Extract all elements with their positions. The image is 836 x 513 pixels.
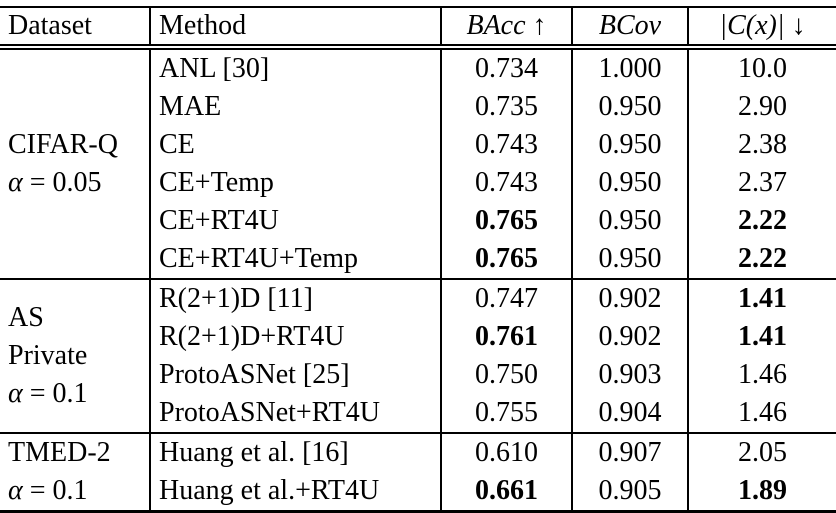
bcov-label: BCov [598,10,662,41]
bcov-cell: 0.902 [572,318,689,356]
dataset-name: Private [8,340,88,371]
up-arrow-icon: ↑ [532,10,547,41]
cx-cell: 2.22 [738,243,787,274]
alpha-symbol: α [8,475,23,506]
cx-cell: 2.38 [738,129,787,160]
bcov-cell: 0.950 [572,202,689,240]
bacc-cell: 0.743 [441,126,573,164]
bacc-cell: 0.735 [441,88,573,126]
col-header-bacc: BAcc ↑ [441,7,573,50]
alpha-value: = 0.1 [29,475,88,506]
dataset-group-cifar-q: CIFAR-Q α = 0.05 [0,47,151,279]
dataset-name: AS [8,302,44,333]
cx-label: |C(x)| [719,10,785,41]
method-cell: R(2+1)D [11] [150,278,442,318]
alpha-line: α = 0.1 [8,375,148,413]
bcov-cell: 0.950 [572,240,689,279]
dataset-group-tmed-2: TMED-2 α = 0.1 [0,432,151,512]
alpha-line: α = 0.1 [8,472,148,510]
method-cell: Huang et al.+RT4U [150,472,442,512]
method-cell: ProtoASNet+RT4U [150,394,442,433]
bacc-cell: 0.761 [441,318,573,356]
bacc-cell: 0.765 [441,240,573,279]
bacc-cell: 0.750 [441,356,573,394]
method-cell: CE+RT4U [150,202,442,240]
bacc-cell: 0.765 [441,202,573,240]
cx-cell: 2.37 [738,167,787,198]
bcov-cell: 0.902 [572,278,689,318]
table-row: MAE 0.735 0.950 2.90 [0,88,836,126]
bacc-cell: 0.755 [441,394,573,433]
table-row: CE 0.743 0.950 2.38 [0,126,836,164]
method-cell: MAE [150,88,442,126]
col-header-cx: |C(x)| ↓ [688,7,836,50]
cx-cell: 2.22 [738,205,787,236]
alpha-value: = 0.1 [29,378,88,409]
bcov-cell: 1.000 [572,47,689,88]
cx-cell: 2.90 [738,91,787,122]
alpha-symbol: α [8,167,23,198]
method-cell: CE [150,126,442,164]
table-row: CE+RT4U 0.765 0.950 2.22 [0,202,836,240]
table-row: ProtoASNet [25] 0.750 0.903 1.46 [0,356,836,394]
bcov-cell: 0.950 [572,164,689,202]
alpha-value: = 0.05 [29,167,102,198]
bcov-cell: 0.905 [572,472,689,512]
alpha-symbol: α [8,378,23,409]
method-cell: CE+Temp [150,164,442,202]
bacc-cell: 0.661 [441,472,573,512]
bcov-cell: 0.903 [572,356,689,394]
table-row: R(2+1)D+RT4U 0.761 0.902 1.41 [0,318,836,356]
bacc-cell: 0.743 [441,164,573,202]
bcov-cell: 0.907 [572,432,689,472]
table-row: Huang et al.+RT4U 0.661 0.905 1.89 [0,472,836,512]
col-header-bcov: BCov [572,7,689,50]
header-row: Dataset Method BAcc ↑ BCov |C(x)| ↓ [0,7,836,50]
table-row: TMED-2 α = 0.1 Huang et al. [16] 0.610 0… [0,432,836,512]
cx-cell: 1.46 [738,359,787,390]
method-cell: R(2+1)D+RT4U [150,318,442,356]
bacc-cell: 0.734 [441,47,573,88]
bcov-cell: 0.950 [572,88,689,126]
table-row: ProtoASNet+RT4U 0.755 0.904 1.46 [0,394,836,433]
col-header-method: Method [150,7,442,50]
bcov-cell: 0.950 [572,126,689,164]
method-cell: CE+RT4U+Temp [150,240,442,279]
dataset-name: CIFAR-Q [8,129,118,160]
bacc-cell: 0.610 [441,432,573,472]
dataset-group-as-private: AS Private α = 0.1 [0,278,151,433]
col-header-dataset: Dataset [0,7,151,50]
alpha-line: α = 0.05 [8,164,148,202]
bacc-cell: 0.747 [441,278,573,318]
table-row: CE+RT4U+Temp 0.765 0.950 2.22 [0,240,836,279]
cx-cell: 1.89 [738,475,787,506]
cx-cell: 10.0 [738,53,787,84]
table-row: AS Private α = 0.1 R(2+1)D [11] 0.747 0.… [0,278,836,433]
bacc-label: BAcc [466,10,526,41]
bcov-cell: 0.904 [572,394,689,433]
cx-cell: 1.41 [738,321,787,352]
down-arrow-icon: ↓ [791,10,806,41]
cx-cell: 1.46 [738,397,787,428]
results-table: Dataset Method BAcc ↑ BCov |C(x)| ↓ CIFA… [0,6,836,513]
table-row: CIFAR-Q α = 0.05 ANL [30] 0.734 1.000 10… [0,47,836,279]
method-cell: ANL [30] [150,47,442,88]
cx-cell: 1.41 [688,278,836,318]
dataset-name: TMED-2 [8,437,111,468]
method-cell: ProtoASNet [25] [150,356,442,394]
cx-cell: 2.05 [688,432,836,472]
method-cell: Huang et al. [16] [150,432,442,472]
table-row: CE+Temp 0.743 0.950 2.37 [0,164,836,202]
